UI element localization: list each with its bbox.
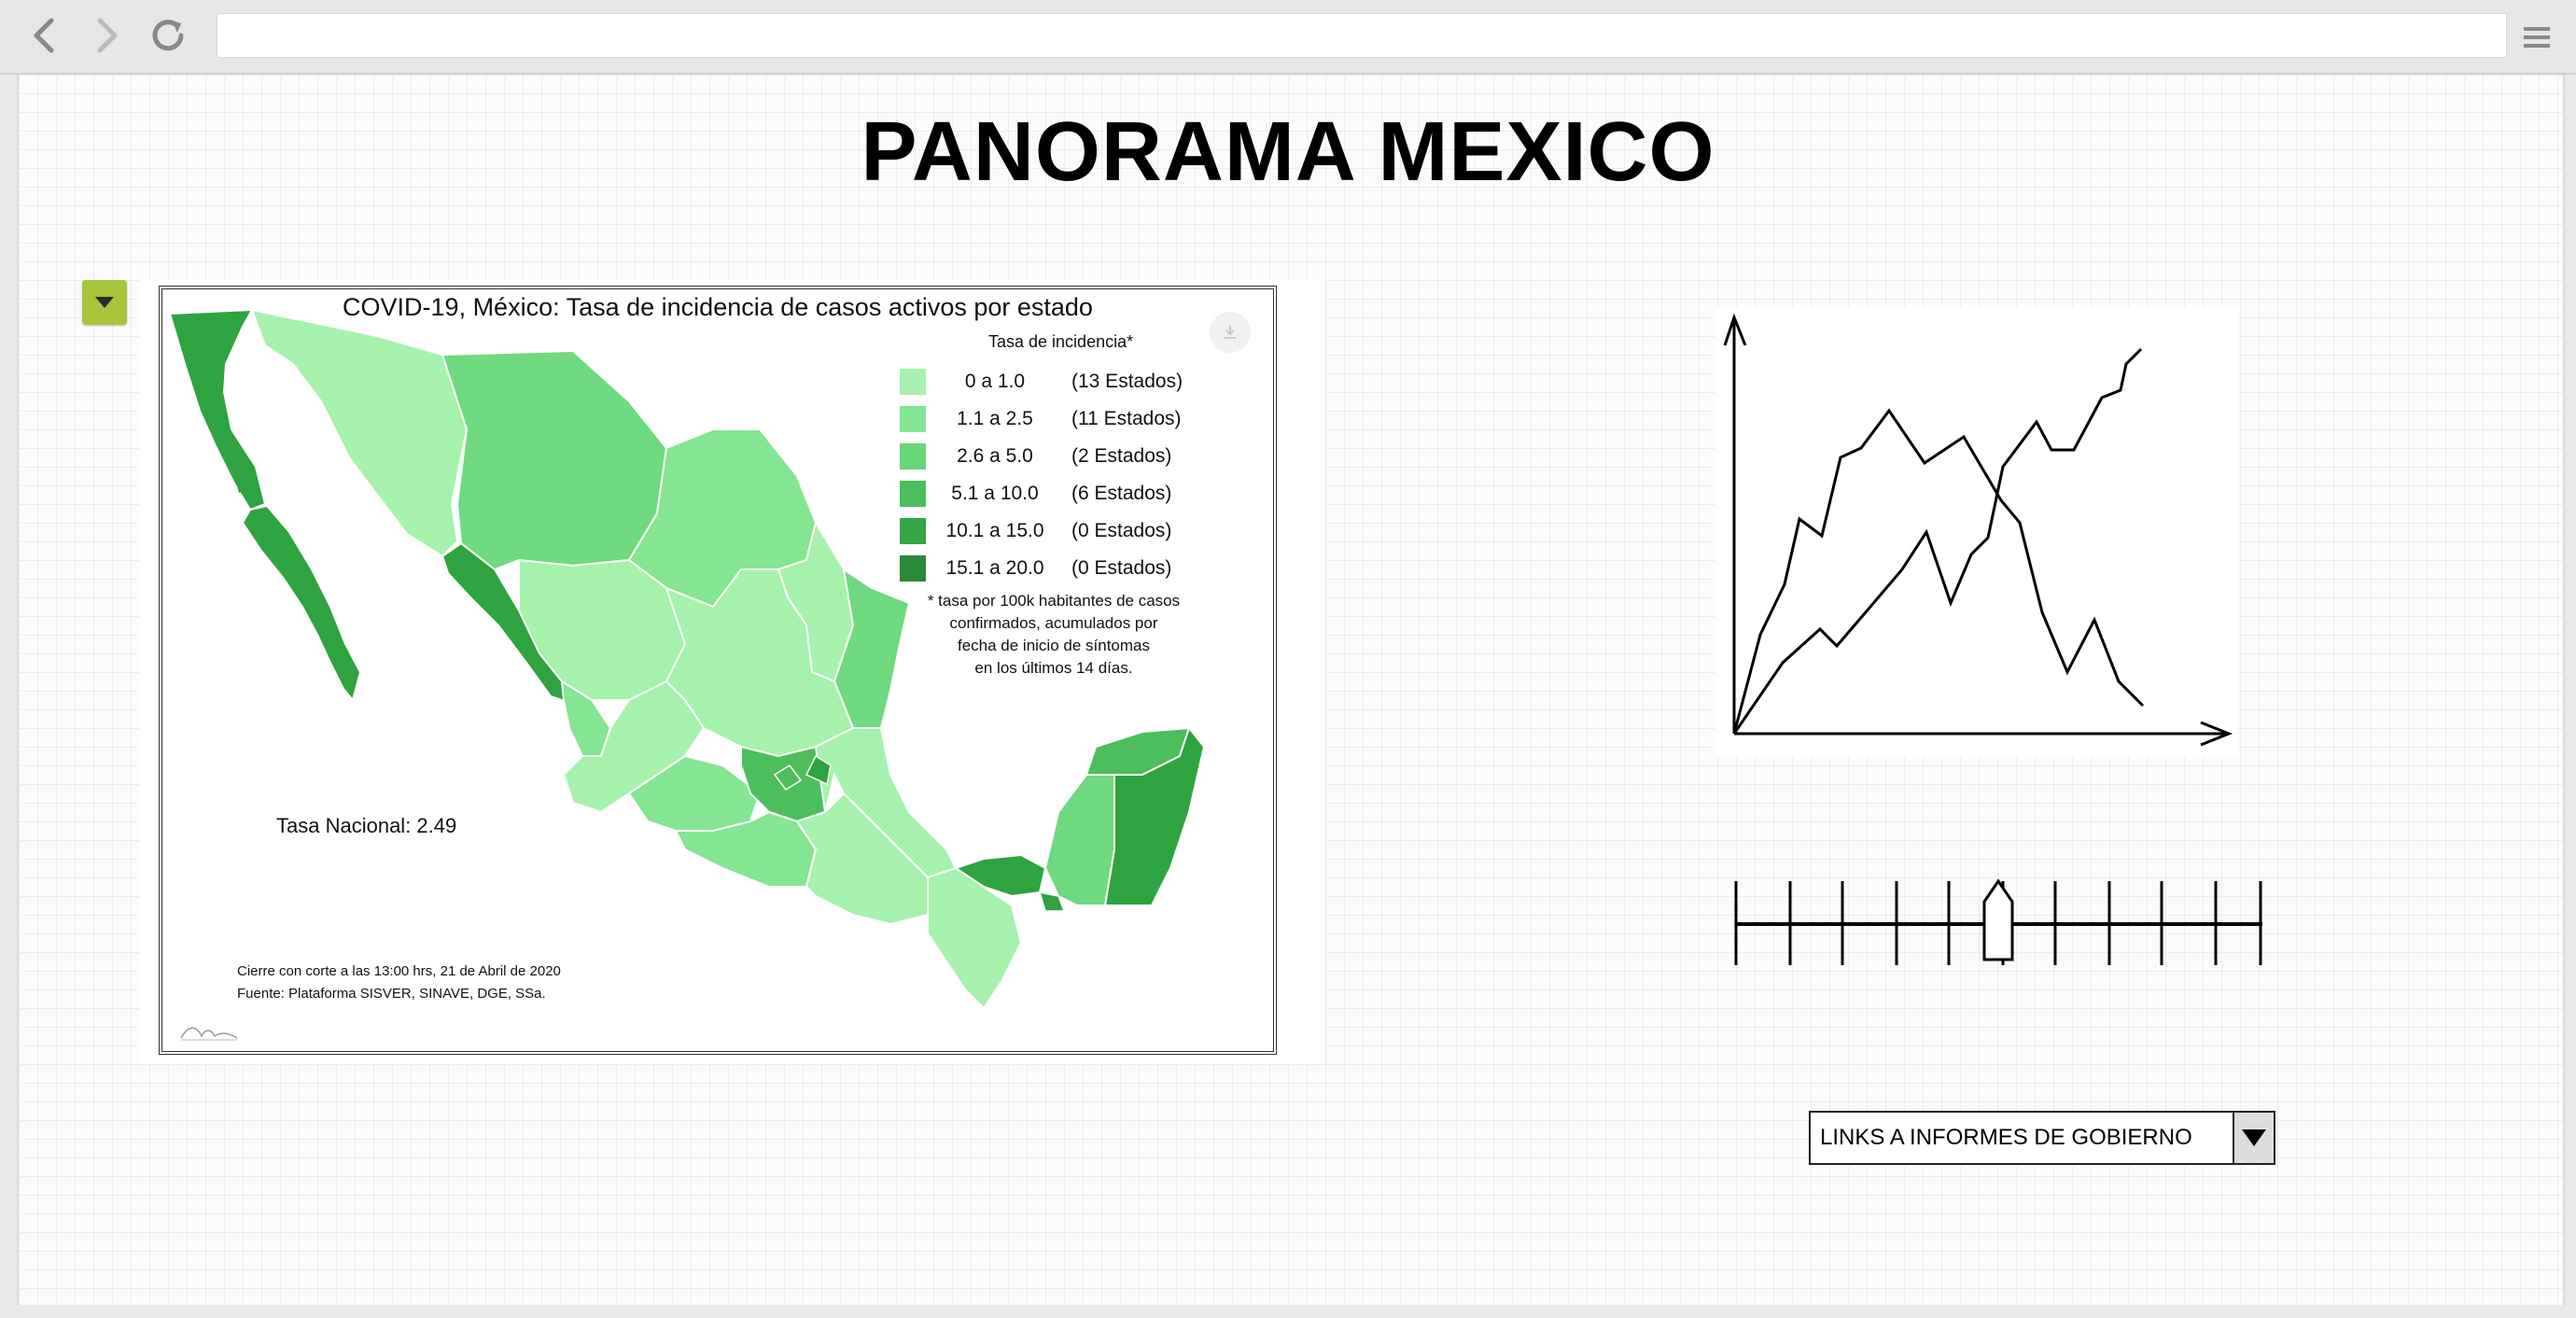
legend-count: (2 Estados) — [1071, 445, 1172, 467]
legend-count: (11 Estados) — [1071, 408, 1182, 429]
legend-count: (0 Estados) — [1071, 520, 1172, 541]
legend-note-line: fecha de inicio de síntomas — [957, 637, 1150, 654]
map-frame: COVID-19, México: Tasa de incidencia de … — [159, 286, 1277, 1055]
browser-toolbar — [0, 0, 2576, 75]
map-footer-source: Fuente: Plataforma SISVER, SINAVE, DGE, … — [237, 986, 546, 1002]
legend-range: 10.1 a 15.0 — [945, 520, 1044, 541]
legend-row: 15.1 a 20.0 (0 Estados) — [900, 553, 1171, 584]
map-title: COVID-19, México: Tasa de incidencia de … — [343, 293, 1093, 321]
state-baja-california — [168, 308, 267, 512]
island — [237, 482, 245, 493]
download-button[interactable] — [1210, 312, 1251, 353]
legend-swatch — [900, 481, 926, 507]
legend-count: (6 Estados) — [1071, 483, 1172, 504]
state-small-3 — [1038, 891, 1066, 912]
legend-range: 15.1 a 20.0 — [945, 557, 1044, 579]
state-campeche — [1043, 774, 1115, 906]
map-footer-date: Cierre con corte a las 13:00 hrs, 21 de … — [237, 963, 561, 979]
legend-row: 5.1 a 10.0 (6 Estados) — [900, 478, 1171, 510]
legend-swatch — [900, 555, 926, 582]
legend-count: (0 Estados) — [1071, 557, 1172, 579]
y-axis — [1723, 313, 1747, 734]
legend-swatch — [900, 443, 926, 470]
signature-mark — [180, 1027, 238, 1041]
state-small-2 — [773, 764, 803, 792]
legend-row: 1.1 a 2.5 (11 Estados) — [900, 403, 1182, 435]
legend-range: 5.1 a 10.0 — [951, 483, 1039, 504]
back-button[interactable] — [22, 13, 67, 58]
dropdown-arrow-button[interactable] — [2233, 1113, 2274, 1163]
x-axis — [1734, 721, 2233, 747]
legend-swatch — [900, 518, 926, 544]
legend-range: 0 a 1.0 — [964, 371, 1026, 392]
reload-button[interactable] — [146, 13, 190, 58]
caret-down-icon — [2242, 1129, 2266, 1146]
legend-note-line: * tasa por 100k habitantes de casos — [927, 592, 1181, 610]
forward-button[interactable] — [84, 13, 129, 58]
legend-count: (13 Estados) — [1071, 371, 1183, 392]
download-icon — [1225, 326, 1236, 339]
covid-map-card: COVID-19, México: Tasa de incidencia de … — [140, 280, 1325, 1064]
legend-swatch — [900, 369, 926, 395]
state-tamaulipas — [833, 567, 911, 729]
national-rate: Tasa Nacional: 2.49 — [276, 814, 457, 837]
legend-note-line: confirmados, acumulados por — [949, 614, 1158, 632]
caret-down-icon — [95, 297, 114, 308]
menu-button[interactable] — [2516, 17, 2557, 58]
line-chart-placeholder — [1715, 308, 2238, 756]
line-series-b — [1732, 347, 2143, 735]
state-baja-california-sur — [241, 504, 362, 703]
reload-icon — [152, 20, 184, 51]
forward-arrow-icon — [97, 18, 118, 53]
state-michoacan — [627, 754, 762, 832]
timeline-slider-svg — [1734, 878, 2262, 965]
mexico-map — [168, 308, 1206, 1010]
government-reports-dropdown[interactable]: LINKS A INFORMES DE GOBIERNO — [1809, 1111, 2275, 1165]
hamburger-menu-icon — [2524, 27, 2550, 48]
legend-note-line: en los últimos 14 días. — [974, 659, 1133, 677]
state-sonora — [250, 308, 469, 558]
state-chihuahua — [441, 349, 668, 571]
legend-note: * tasa por 100k habitantes de casos conf… — [918, 590, 1189, 680]
state-quintana-roo — [1103, 725, 1206, 906]
timeline-slider[interactable] — [1732, 876, 2264, 969]
line-chart-svg — [1723, 313, 2233, 747]
legend-row: 2.6 a 5.0 (2 Estados) — [900, 441, 1171, 472]
page-title: PANORAMA MEXICO — [861, 105, 1715, 199]
legend-row: 0 a 1.0 (13 Estados) — [900, 366, 1183, 398]
legend-title: Tasa de incidencia* — [988, 332, 1134, 351]
line-series-a — [1732, 408, 2145, 735]
map-toggle-button[interactable] — [82, 280, 127, 325]
legend-range: 1.1 a 2.5 — [957, 408, 1033, 429]
state-jalisco — [562, 680, 706, 814]
slider-handle — [1982, 878, 2014, 961]
slider-ticks — [1734, 881, 2262, 965]
back-arrow-icon — [34, 18, 54, 53]
legend-range: 2.6 a 5.0 — [957, 445, 1033, 467]
address-bar[interactable] — [217, 13, 2507, 58]
legend-row: 10.1 a 15.0 (0 Estados) — [900, 515, 1171, 547]
legend-swatch — [900, 406, 926, 432]
state-small-1 — [805, 754, 832, 786]
state-tabasco — [953, 853, 1047, 898]
dropdown-label: LINKS A INFORMES DE GOBIERNO — [1820, 1125, 2192, 1150]
